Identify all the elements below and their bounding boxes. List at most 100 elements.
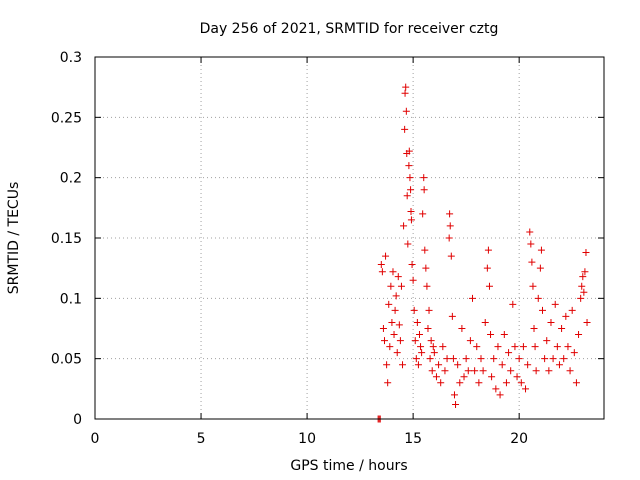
y-tick-label: 0.3 xyxy=(60,50,82,66)
y-axis-label: SRMTID / TECUs xyxy=(6,182,22,295)
data-point xyxy=(481,318,489,326)
data-point xyxy=(401,89,409,97)
data-point xyxy=(558,325,566,332)
data-point xyxy=(409,276,417,284)
data-point xyxy=(407,216,415,224)
data-point xyxy=(429,343,437,351)
data-point xyxy=(437,379,445,387)
data-point xyxy=(377,261,385,269)
data-point xyxy=(483,264,491,272)
data-point xyxy=(577,294,585,302)
data-point xyxy=(387,282,395,290)
data-point xyxy=(428,367,436,375)
data-point xyxy=(498,361,506,369)
data-point xyxy=(473,343,481,351)
data-point xyxy=(392,292,400,300)
data-point xyxy=(477,355,485,363)
y-tick-label: 0 xyxy=(73,412,82,428)
data-point xyxy=(549,355,557,363)
data-point xyxy=(450,391,458,399)
data-point xyxy=(415,331,423,339)
data-point xyxy=(399,361,407,369)
data-point xyxy=(562,312,570,320)
data-point xyxy=(423,282,431,290)
data-point xyxy=(395,321,403,329)
data-point xyxy=(494,343,502,351)
plot-frame xyxy=(94,56,605,420)
data-point xyxy=(526,228,534,236)
data-point xyxy=(534,294,542,302)
data-point xyxy=(536,264,544,272)
data-point xyxy=(382,252,390,260)
data-point xyxy=(572,379,580,387)
data-point xyxy=(458,325,466,332)
y-tick-label: 0.2 xyxy=(60,171,82,187)
data-point xyxy=(446,222,454,230)
data-point xyxy=(430,349,438,357)
data-point xyxy=(454,361,462,369)
data-point xyxy=(471,367,479,375)
data-point xyxy=(412,355,420,363)
data-point xyxy=(524,361,532,369)
data-point xyxy=(406,174,414,182)
data-point xyxy=(408,261,416,269)
data-point xyxy=(570,349,578,357)
x-tick-label: 5 xyxy=(197,431,206,447)
data-point xyxy=(490,355,498,363)
data-point xyxy=(396,337,404,345)
data-point xyxy=(401,125,409,133)
data-point xyxy=(420,186,428,194)
x-tick-label: 0 xyxy=(91,431,100,447)
data-point xyxy=(445,234,453,242)
data-point xyxy=(475,379,483,387)
data-point xyxy=(389,268,397,276)
data-point xyxy=(441,367,449,375)
data-point xyxy=(464,367,472,375)
data-point xyxy=(400,222,408,230)
data-point xyxy=(424,325,432,332)
data-point xyxy=(492,385,500,393)
data-point xyxy=(537,246,545,254)
data-point xyxy=(522,385,530,393)
data-point xyxy=(403,192,411,200)
data-point xyxy=(397,282,405,290)
data-point xyxy=(545,367,553,375)
data-point xyxy=(405,162,413,170)
data-point xyxy=(502,379,510,387)
data-point xyxy=(407,207,415,215)
data-point xyxy=(460,373,468,381)
x-tick-label: 20 xyxy=(510,431,528,447)
data-point xyxy=(413,318,421,326)
data-point xyxy=(402,83,410,91)
data-point xyxy=(393,349,401,357)
data-point xyxy=(443,355,451,363)
data-point xyxy=(517,379,525,387)
data-point xyxy=(379,325,387,332)
data-point xyxy=(575,331,583,339)
data-point xyxy=(580,288,588,296)
data-point xyxy=(583,318,591,326)
data-point xyxy=(456,379,464,387)
data-point xyxy=(439,343,447,351)
y-tick-labels: 0 0.05 0.1 0.15 0.2 0.25 0.3 xyxy=(51,50,82,428)
data-point xyxy=(390,331,398,339)
x-axis-label: GPS time / hours xyxy=(290,458,407,474)
data-point xyxy=(547,318,555,326)
chart-title: Day 256 of 2021, SRMTID for receiver czt… xyxy=(200,21,499,37)
data-point xyxy=(466,337,474,345)
data-point xyxy=(427,337,435,345)
data-point xyxy=(419,210,427,218)
data-point xyxy=(418,349,426,357)
data-point xyxy=(551,300,559,308)
data-point xyxy=(511,343,519,351)
data-point xyxy=(496,391,504,399)
data-point xyxy=(541,355,549,363)
data-point xyxy=(579,273,587,281)
data-point xyxy=(385,300,393,308)
data-point xyxy=(507,367,515,375)
data-point xyxy=(566,367,574,375)
data-point xyxy=(500,331,508,339)
data-point xyxy=(380,337,388,345)
data-point xyxy=(530,325,538,332)
data-point xyxy=(515,355,523,363)
